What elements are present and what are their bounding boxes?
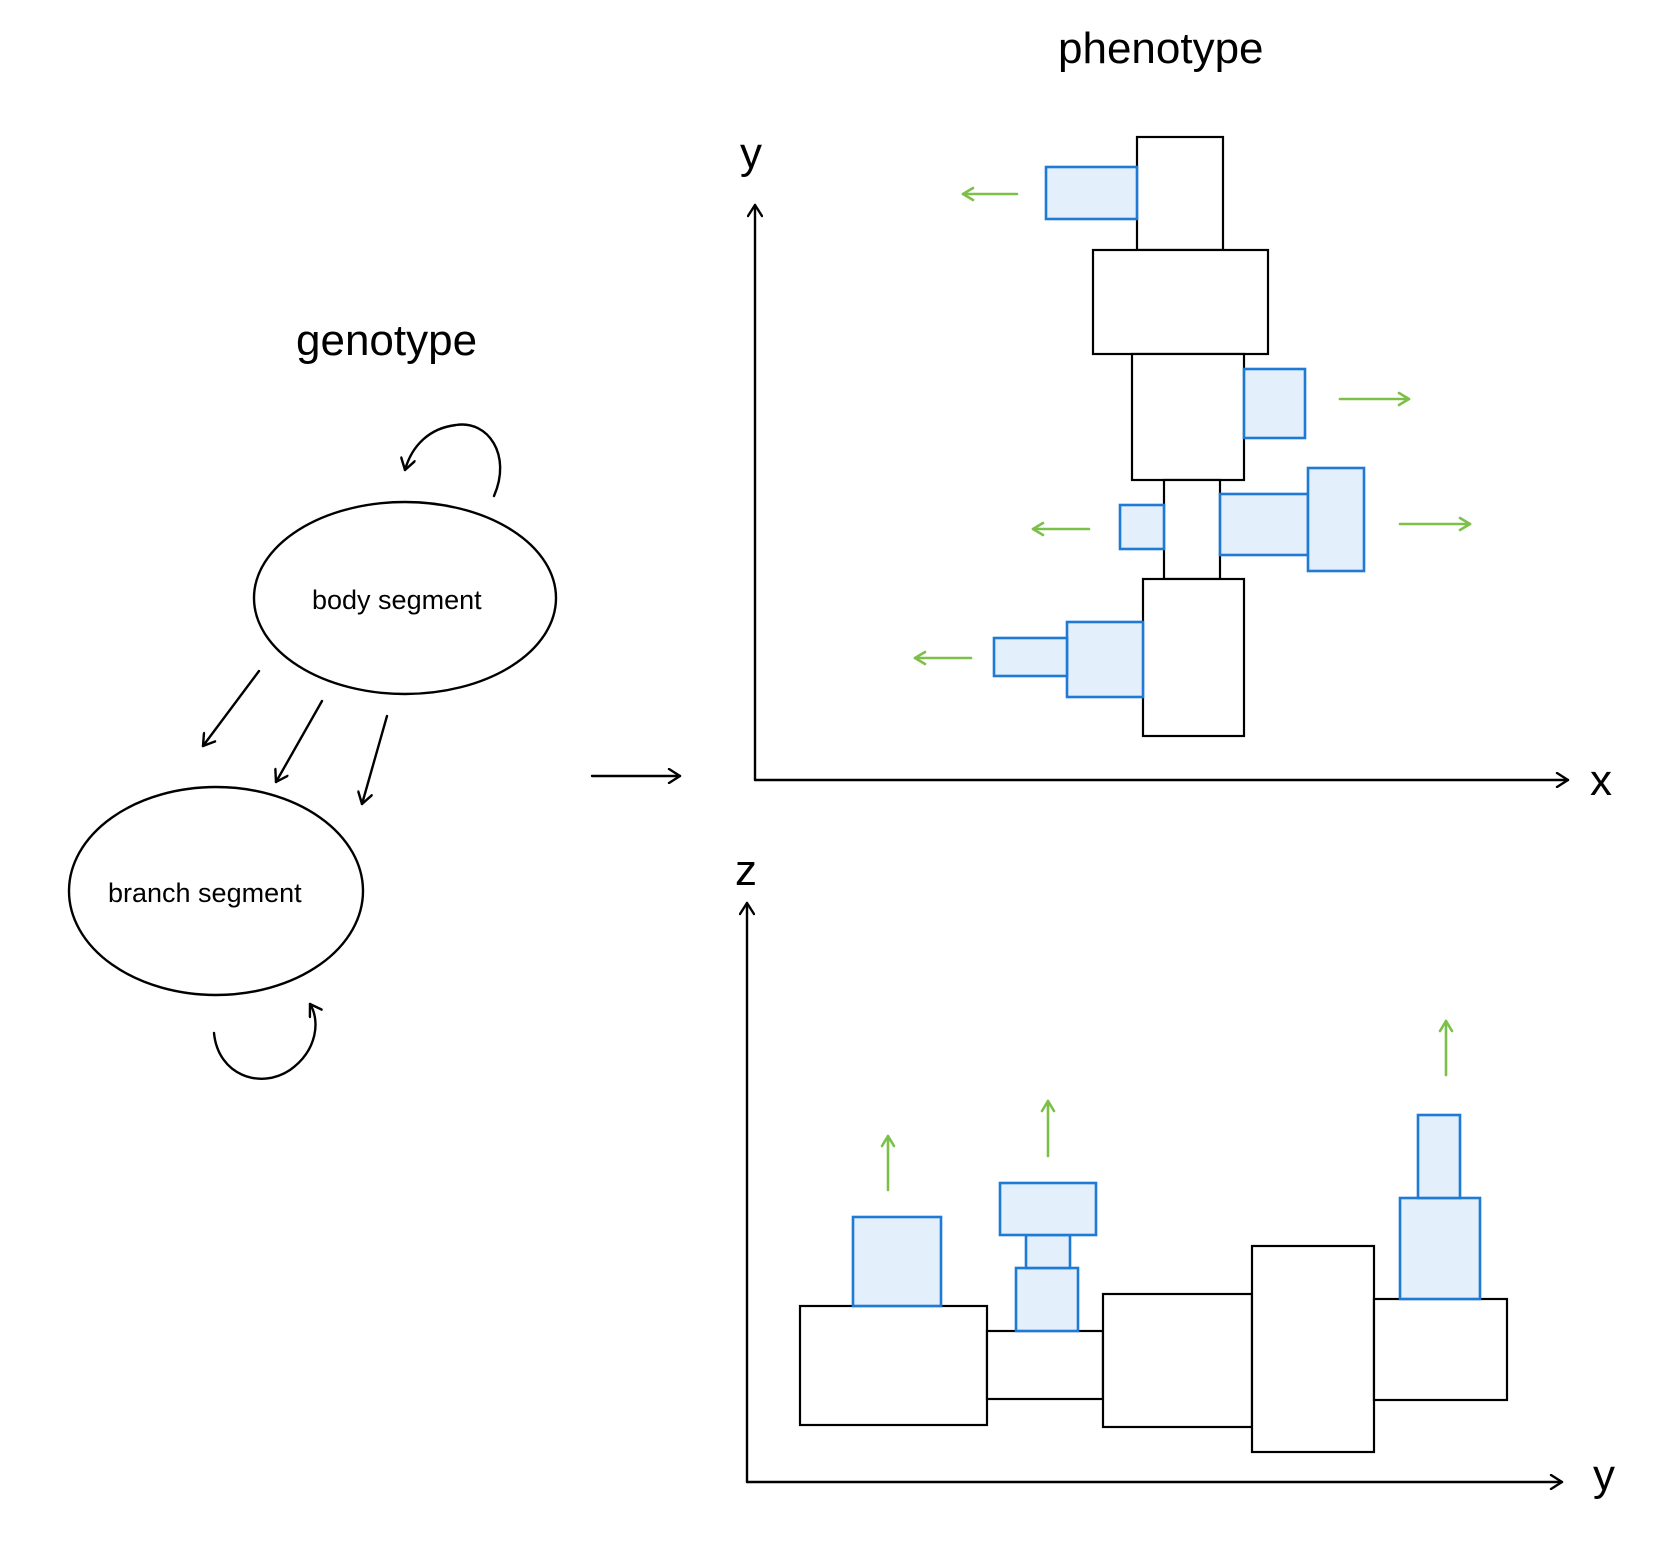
branch-self-loop-arrow bbox=[212, 1002, 315, 1080]
top-body-segment-2 bbox=[1091, 248, 1270, 356]
top-branch-segment-5 bbox=[1306, 466, 1366, 573]
body-to-branch-arrow-1 bbox=[201, 669, 261, 748]
side-branch-segment-4 bbox=[998, 1181, 1098, 1237]
top-branch-segment-7 bbox=[992, 636, 1069, 678]
body-to-branch-arrow-3 bbox=[362, 714, 389, 806]
top-view-x-axis-label: x bbox=[1590, 756, 1612, 805]
top-branch-segment-2 bbox=[1242, 367, 1307, 440]
side-view-plot: y z bbox=[735, 846, 1615, 1500]
body-segment-node bbox=[252, 500, 558, 696]
top-body-segment-5 bbox=[1141, 577, 1246, 738]
side-branch-segment-6 bbox=[1416, 1113, 1462, 1200]
top-body-segment-4 bbox=[1162, 478, 1222, 581]
side-branch-segment-5 bbox=[1398, 1196, 1482, 1301]
genotype-graph: body segment branch segment bbox=[67, 423, 558, 1080]
body-self-loop-arrow bbox=[405, 423, 502, 498]
top-branch-segment-1 bbox=[1044, 165, 1139, 221]
side-branch-segment-1 bbox=[851, 1215, 943, 1308]
top-body-segment-1 bbox=[1135, 135, 1225, 252]
side-body-segment-5 bbox=[1372, 1297, 1509, 1402]
body-to-branch-arrow-2 bbox=[276, 699, 324, 784]
top-branch-segment-3 bbox=[1118, 503, 1166, 551]
phenotype-title: phenotype bbox=[1058, 24, 1264, 73]
side-branch-segment-2 bbox=[1014, 1266, 1080, 1333]
top-body-segment-3 bbox=[1130, 352, 1246, 482]
top-branch-segment-6 bbox=[1065, 620, 1145, 699]
side-body-segment-4 bbox=[1250, 1244, 1376, 1454]
top-view-plot: x y bbox=[740, 129, 1612, 805]
branch-segment-label: branch segment bbox=[108, 878, 302, 908]
side-body-segment-3 bbox=[1101, 1292, 1254, 1429]
side-body-segment-1 bbox=[798, 1304, 989, 1427]
side-body-segment-2 bbox=[985, 1329, 1105, 1401]
branch-segment-node bbox=[67, 785, 365, 997]
side-view-x-axis-label: y bbox=[1593, 1451, 1615, 1500]
side-branch-segment-3 bbox=[1024, 1233, 1072, 1270]
side-view-y-axis-label: z bbox=[735, 846, 757, 895]
body-segment-label: body segment bbox=[312, 585, 482, 615]
top-branch-segment-4 bbox=[1218, 492, 1310, 557]
top-view-y-axis-label: y bbox=[740, 129, 762, 178]
genotype-title: genotype bbox=[296, 316, 477, 365]
